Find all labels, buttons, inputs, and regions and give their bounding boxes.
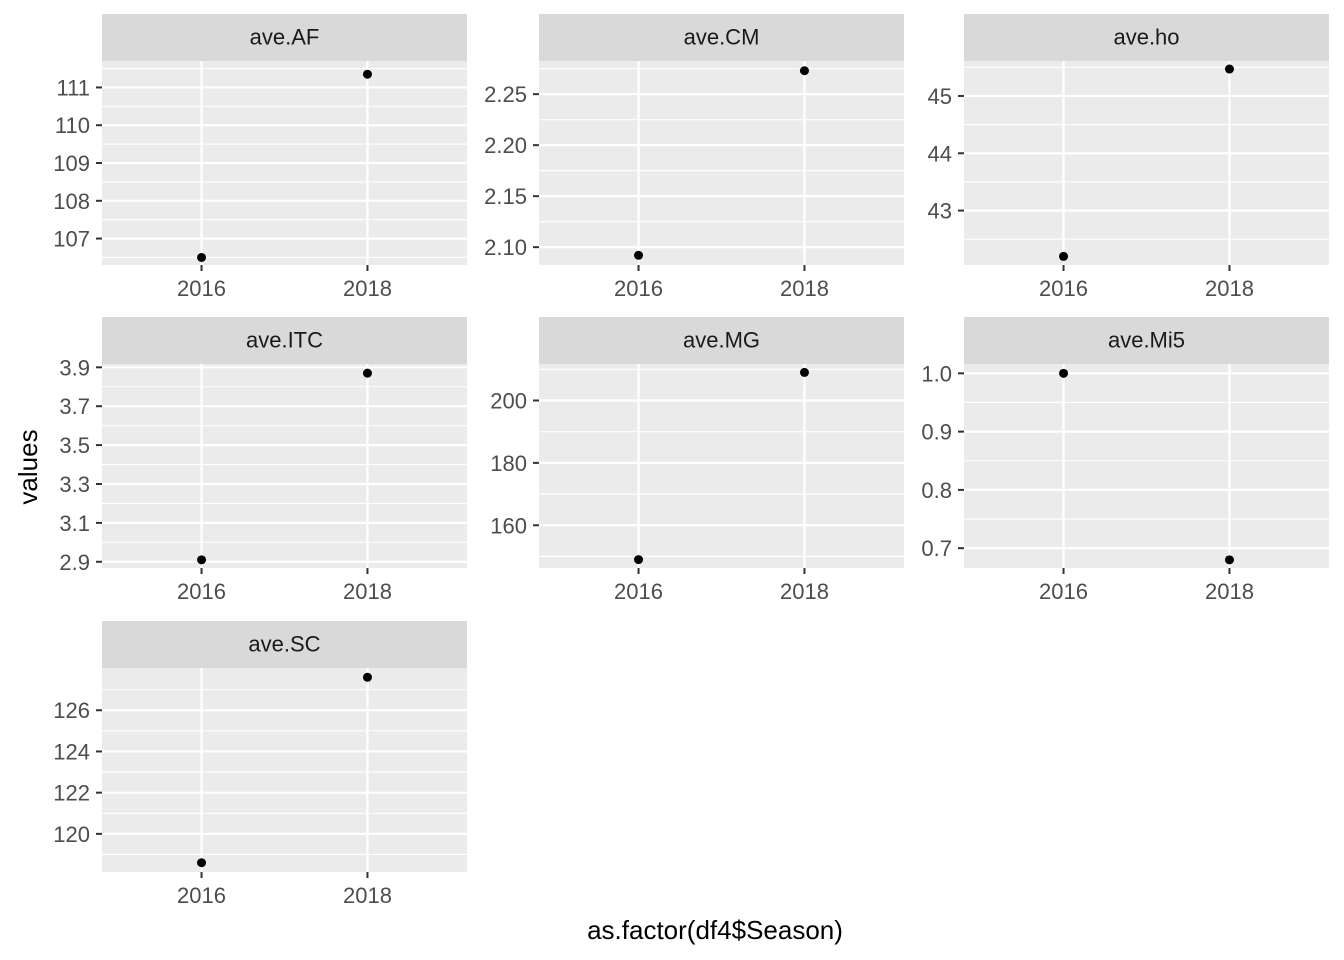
data-point-2016 [634,555,644,565]
x-tick-label: 2016 [1039,579,1088,604]
data-point-2016 [197,858,207,868]
plot-area [539,364,904,568]
facet-panel-ave-sc: ave.SC 120 122 124 126 2016 2018 [53,621,467,908]
y-tick-label: 3.9 [59,355,90,380]
y-tick-label: 107 [53,227,90,252]
x-tick-label: 2018 [343,883,392,908]
y-tick-label: 109 [53,151,90,176]
y-tick-label: 2.15 [484,184,527,209]
facet-strip [964,317,1329,364]
data-point-2018 [362,368,372,378]
x-tick-label: 2018 [1205,579,1254,604]
facet-panel-ave-mi5: ave.Mi5 0.7 0.8 0.9 1.0 2016 2018 [921,317,1329,604]
y-tick-label: 120 [53,822,90,847]
facet-panel-ave-af: ave.AF 107 108 109 110 111 2016 2018 [53,14,467,301]
y-tick-label: 2.25 [484,82,527,107]
x-tick-label: 2016 [614,276,663,301]
data-point-2018 [799,367,809,377]
x-tick-label: 2016 [177,883,226,908]
data-point-2016 [197,555,207,565]
y-tick-label: 110 [55,113,90,138]
x-axis-title: as.factor(df4$Season) [587,915,843,945]
x-tick-label: 2016 [614,579,663,604]
facet-title: ave.Mi5 [1108,328,1185,353]
facet-title: ave.CM [684,25,760,50]
y-tick-label: 43 [928,199,952,224]
y-tick-label: 0.8 [921,478,952,503]
y-tick-label: 3.1 [59,511,90,536]
y-tick-label: 2.10 [484,235,527,260]
data-point-2018 [362,672,372,682]
y-tick-label: 180 [490,451,527,476]
facet-strip [539,14,904,61]
facet-title: ave.AF [250,25,320,50]
y-tick-label: 3.5 [59,433,90,458]
x-tick-label: 2016 [177,579,226,604]
y-tick-label: 45 [928,84,952,109]
plot-area [102,364,467,568]
y-tick-label: 0.9 [921,420,952,445]
data-point-2016 [197,252,207,262]
data-point-2016 [1059,368,1069,378]
y-tick-label: 2.20 [484,133,527,158]
y-tick-label: 3.3 [59,472,90,497]
y-tick-label: 0.7 [921,536,952,561]
y-tick-label: 1.0 [921,361,952,386]
facet-title: ave.ho [1113,25,1179,50]
data-point-2018 [799,66,809,76]
facet-panel-ave-ho: ave.ho 43 44 45 2016 2018 [928,14,1329,301]
x-tick-label: 2016 [177,276,226,301]
x-tick-label: 2018 [780,276,829,301]
plot-area [539,61,904,265]
y-tick-label: 122 [53,781,90,806]
y-tick-label: 3.7 [59,394,90,419]
data-point-2018 [1224,555,1234,565]
y-tick-label: 160 [490,513,527,538]
x-tick-label: 2018 [780,579,829,604]
x-tick-label: 2018 [343,579,392,604]
facet-title: ave.SC [248,632,320,657]
facet-strip [102,14,467,61]
plot-area [102,668,467,872]
facet-panel-ave-itc: ave.ITC 2.9 3.1 3.3 3.5 3.7 3.9 2016 2018 [59,317,467,604]
data-point-2018 [1224,64,1234,74]
facet-panel-ave-mg: ave.MG 160 180 200 2016 2018 [490,317,904,604]
x-tick-label: 2016 [1039,276,1088,301]
facet-strip [964,14,1329,61]
facet-panel-ave-cm: ave.CM 2.10 2.15 2.20 2.25 2016 2018 [484,14,904,301]
panels-layer: ave.AF 107 108 109 110 111 2016 2018 ave.CM 2.10 2… [53,14,1329,908]
y-axis-title: values [13,429,43,504]
y-tick-label: 108 [53,189,90,214]
plot-area [964,61,1329,265]
facet-strip [102,317,467,364]
data-point-2018 [362,69,372,79]
x-tick-label: 2018 [343,276,392,301]
data-point-2016 [634,250,644,260]
y-tick-label: 44 [928,141,952,166]
data-point-2016 [1059,251,1069,261]
facet-title: ave.MG [683,328,760,353]
facet-strip [102,621,467,668]
y-tick-label: 126 [53,698,90,723]
y-tick-label: 2.9 [59,550,90,575]
facet-strip [539,317,904,364]
plot-area [964,364,1329,568]
y-tick-label: 124 [53,739,90,764]
facet-title: ave.ITC [246,328,323,353]
y-tick-label: 111 [57,75,90,100]
y-tick-label: 200 [490,388,527,413]
x-tick-label: 2018 [1205,276,1254,301]
